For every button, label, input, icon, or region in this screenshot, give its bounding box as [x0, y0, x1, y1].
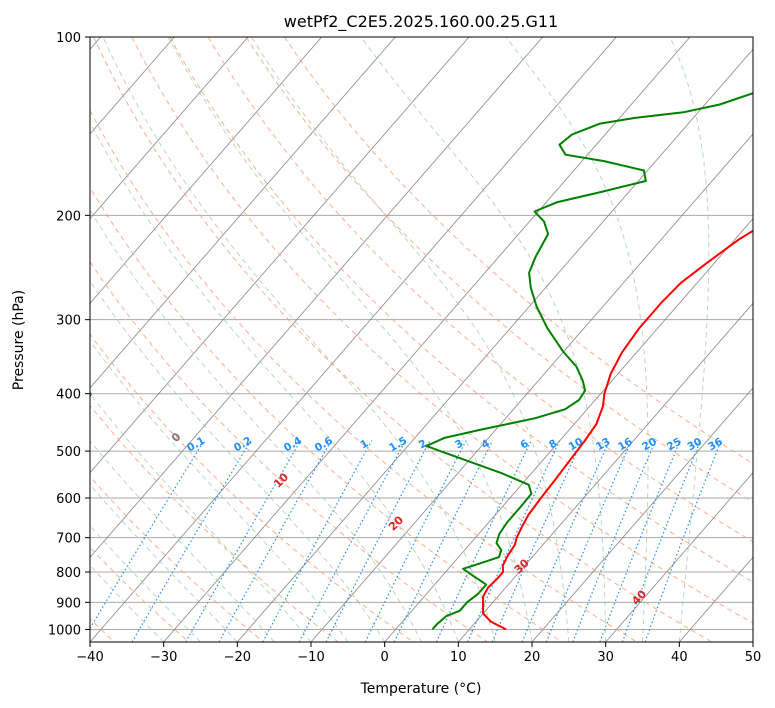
- y-axis-ticks: 100 200 300 400 500 600 700 800 900 1000: [48, 31, 90, 638]
- x-tick-label: −30: [150, 650, 177, 665]
- dry-adiabat-line: [90, 404, 339, 642]
- moist-adiabat-line: [90, 392, 312, 642]
- moist-adiabat-line: [90, 440, 275, 642]
- y-tick-label: 400: [56, 388, 81, 403]
- isotherm-line: [605, 471, 753, 642]
- moist-adiabat-line: [167, 37, 533, 642]
- isotherm-line: [310, 133, 753, 642]
- dry-adiabat-line: [90, 186, 563, 642]
- isobar-grid: [90, 37, 753, 630]
- mixing-ratio-line: [393, 440, 494, 642]
- dry-adiabat-line: [284, 37, 753, 465]
- x-tick-label: −20: [224, 650, 251, 665]
- isotherm-line: [90, 37, 323, 304]
- x-tick-label: 0: [381, 650, 389, 665]
- mixing-ratio-line: [90, 440, 205, 630]
- dry-adiabat-line: [93, 37, 712, 642]
- isotherm-line: [90, 37, 249, 220]
- plot-frame: [89, 36, 754, 643]
- mixing-ratio-line: [545, 440, 632, 642]
- profile-series: [425, 92, 753, 631]
- x-tick-label: 50: [745, 650, 762, 665]
- isotherm-line: [90, 37, 617, 642]
- x-tick-label: 20: [524, 650, 541, 665]
- x-tick-label: −40: [76, 650, 103, 665]
- x-tick-label: −10: [297, 650, 324, 665]
- dry-adiabat-line: [131, 37, 753, 624]
- dry-adiabat-line: [90, 109, 638, 642]
- x-tick-label: 30: [597, 650, 614, 665]
- dry-adiabat-line: [90, 475, 264, 642]
- moist-adiabat-line: [90, 121, 459, 642]
- moist-adiabat-line: [505, 37, 649, 642]
- moist-adiabat-line: [669, 37, 710, 642]
- isotherm-line: [90, 37, 396, 389]
- mixing-ratio-line: [185, 440, 302, 642]
- mixing-ratio-line: [644, 440, 722, 642]
- isotherm-line: [236, 48, 753, 642]
- x-tick-label: 10: [450, 650, 467, 665]
- mixing-ratio-line: [364, 440, 467, 642]
- x-axis-label: Temperature (°C): [360, 681, 482, 697]
- y-tick-label: 700: [56, 532, 81, 547]
- moist-adiabats: [90, 37, 710, 642]
- mixing-ratio-line: [466, 440, 561, 642]
- moist-adiabat-line: [102, 37, 496, 642]
- isotherm-line: [163, 37, 691, 642]
- y-tick-label: 200: [56, 209, 81, 224]
- moist-adiabat-line: [90, 209, 422, 642]
- x-axis-ticks: −40 −30 −20 −10 0 10 20 30 40 50: [76, 642, 761, 665]
- moist-adiabat-line: [90, 483, 238, 642]
- isotherm-line: [457, 302, 753, 642]
- moist-adiabat-line: [90, 525, 201, 642]
- dewpoint-profile-line: [425, 92, 753, 631]
- isotherm-line: [531, 387, 753, 642]
- isotherm-line: [90, 37, 470, 474]
- y-tick-label: 600: [56, 492, 81, 507]
- y-axis-label: Pressure (hPa): [11, 290, 27, 390]
- chart-title: wetPf2_C2E5.2025.160.00.25.G11: [284, 12, 558, 32]
- mixing-ratio-line: [218, 440, 332, 642]
- y-tick-label: 900: [56, 596, 81, 611]
- isotherm-line: [384, 217, 753, 642]
- mixing-ratio-line: [521, 440, 610, 642]
- y-tick-label: 300: [56, 314, 81, 329]
- dry-adiabats: [90, 37, 753, 642]
- y-tick-label: 500: [56, 445, 81, 460]
- mixing-ratio-line: [491, 440, 583, 642]
- mixing-ratio-line: [131, 440, 252, 642]
- mixing-ratio-lines: 0.1 0.2 0.4 0.6 1 1.5 2 3 4 6 8 10 13 16 20 25 30 36: [90, 435, 725, 642]
- y-tick-label: 100: [56, 31, 81, 46]
- mixing-ratio-line: [262, 440, 373, 642]
- y-tick-label: 1000: [48, 623, 81, 638]
- dry-adiabat-line: [169, 37, 753, 583]
- dry-adiabat-line: [207, 37, 753, 543]
- moist-adiabat-line: [251, 37, 570, 642]
- moist-adiabat-line: [360, 37, 607, 642]
- y-tick-label: 800: [56, 566, 81, 581]
- dry-adiabat-label: -10: [72, 387, 95, 410]
- x-tick-label: 40: [671, 650, 688, 665]
- temperature-profile-line: [482, 229, 753, 631]
